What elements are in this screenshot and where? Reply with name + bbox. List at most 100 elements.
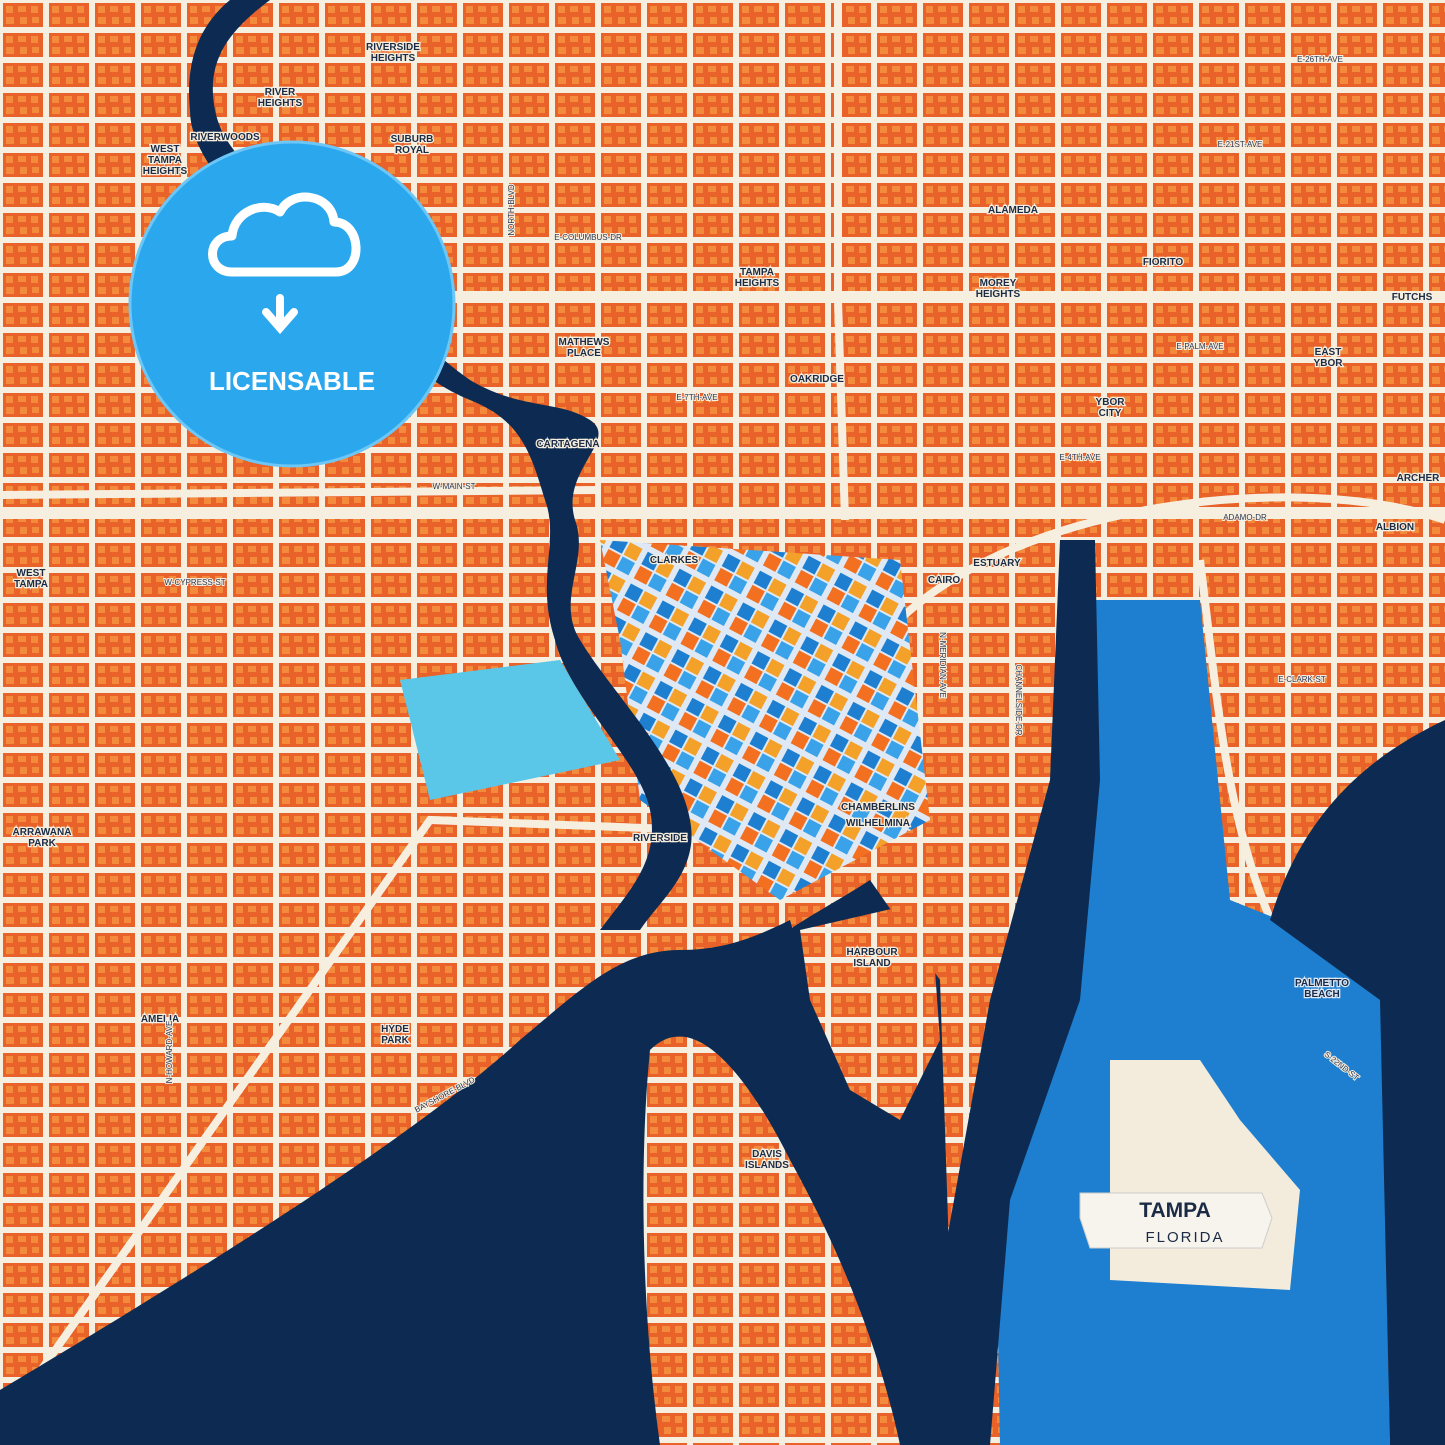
street-label: N-MERIDIAN-AVE [938, 632, 947, 698]
label-line: PARK [28, 838, 56, 849]
place-label: CHAMBERLINS [841, 802, 915, 813]
place-label: MATHEWS PLACE [559, 337, 610, 359]
label-line: CLARKES [650, 555, 699, 566]
place-label: FIORITO [1143, 257, 1184, 268]
place-label: HARBOUR ISLAND [846, 947, 898, 969]
label-line: RIVERSIDE [366, 42, 420, 53]
label-line: ALBION [1376, 522, 1414, 533]
label-line: CHAMBERLINS [841, 802, 915, 813]
label-line: HEIGHTS [976, 289, 1021, 300]
place-label: ARCHER [1397, 473, 1441, 484]
place-label: MOREY HEIGHTS [976, 278, 1021, 300]
place-label: RIVERWOODS [190, 132, 260, 143]
street-label: E-PALM-AVE [1176, 342, 1223, 351]
label-line: HARBOUR [846, 947, 898, 958]
label-line: ISLAND [853, 958, 890, 969]
place-label: RIVERSIDE [633, 833, 687, 844]
street-label: E-26TH-AVE [1297, 55, 1343, 64]
street-label: E-CLARK-ST [1278, 675, 1326, 684]
label-line: RIVERWOODS [190, 132, 260, 143]
label-line: WEST [17, 568, 46, 579]
place-label: WEST TAMPA [14, 568, 48, 590]
place-label: WILHELMINA [846, 818, 910, 829]
label-line: TAMPA [740, 267, 774, 278]
label-line: WEST [151, 144, 180, 155]
label-line: ESTUARY [973, 558, 1021, 569]
label-line: SUBURB [391, 134, 434, 145]
street-label: E-COLUMBUS-DR [554, 233, 622, 242]
street-label: E-4TH-AVE [1059, 453, 1100, 462]
label-line: HEIGHTS [371, 53, 416, 64]
title-city: TAMPA [1139, 1199, 1211, 1222]
place-label: PALMETTO BEACH [1295, 978, 1349, 1000]
label-line: PALMETTO [1295, 978, 1349, 989]
badge-label: LICENSABLE [209, 366, 375, 396]
label-line: RIVERSIDE [633, 833, 687, 844]
label-line: RIVER [265, 87, 296, 98]
street-label: CHANNELSIDE-DR [1014, 664, 1023, 735]
street-label: ADAMO-DR [1223, 513, 1267, 522]
label-line: FUTCHS [1392, 292, 1433, 303]
place-label: OAKRIDGE [790, 374, 844, 385]
cloud-icon [208, 192, 361, 277]
place-label: FUTCHS [1392, 292, 1433, 303]
label-line: OAKRIDGE [790, 374, 844, 385]
label-line: MOREY [980, 278, 1017, 289]
label-line: HEIGHTS [735, 278, 780, 289]
davis-islands [643, 1036, 900, 1445]
place-label: ALAMEDA [988, 205, 1038, 216]
label-line: HYDE [381, 1024, 409, 1035]
street-label: NORTH-BLVD [507, 184, 516, 235]
park [400, 660, 620, 800]
place-label: RIVERSIDE HEIGHTS [366, 42, 420, 64]
label-line: HEIGHTS [258, 98, 303, 109]
label-line: YBOR [1314, 358, 1344, 369]
place-label: EAST YBOR [1314, 347, 1344, 369]
place-label: CLARKES [650, 555, 699, 566]
place-label: TAMPA HEIGHTS [735, 267, 780, 289]
licensable-badge[interactable]: LICENSABLE [128, 140, 456, 468]
label-line: DAVIS [752, 1149, 782, 1160]
place-label: CAIRO [928, 575, 960, 586]
place-label: ESTUARY [973, 558, 1021, 569]
label-line: CARTAGENA [536, 439, 599, 450]
harbour-island [800, 900, 940, 1120]
label-line: FIORITO [1143, 257, 1184, 268]
banner-shape [1079, 1192, 1273, 1249]
place-label: RIVER HEIGHTS [258, 87, 303, 109]
street-label: E-21ST-AVE [1218, 140, 1263, 149]
label-line: ARRAWANA [13, 827, 72, 838]
place-label: ALBION [1376, 522, 1414, 533]
label-line: AMELIA [141, 1014, 179, 1025]
place-label: HYDE PARK [381, 1024, 409, 1046]
label-line: CITY [1099, 408, 1122, 419]
label-line: PLACE [567, 348, 601, 359]
label-line: TAMPA [14, 579, 48, 590]
label-line: ALAMEDA [988, 205, 1038, 216]
place-label: DAVIS ISLANDS [745, 1149, 789, 1171]
label-line: ISLANDS [745, 1160, 789, 1171]
label-line: WILHELMINA [846, 818, 910, 829]
label-line: HEIGHTS [143, 166, 188, 177]
title-state: FLORIDA [1145, 1229, 1224, 1246]
title-banner: TAMPA FLORIDA [1079, 1192, 1273, 1249]
place-label: AMELIA [141, 1014, 179, 1025]
label-line: ROYAL [395, 145, 429, 156]
place-label: YBOR CITY [1096, 397, 1126, 419]
place-label: ARRAWANA PARK [13, 827, 72, 849]
badge-circle [128, 140, 456, 468]
label-line: TAMPA [148, 155, 182, 166]
street-label: E-7TH-AVE [676, 393, 717, 402]
label-line: PARK [381, 1035, 409, 1046]
street-label: N-HOWARD-AVE [165, 1021, 174, 1084]
label-line: BEACH [1304, 989, 1340, 1000]
label-line: EAST [1315, 347, 1342, 358]
place-label: WEST TAMPA HEIGHTS [143, 144, 188, 177]
label-line: CAIRO [928, 575, 960, 586]
street-label: W-MAIN-ST [433, 482, 476, 491]
download-arrow [262, 294, 298, 335]
label-line: YBOR [1096, 397, 1126, 408]
place-label: CARTAGENA [536, 439, 599, 450]
